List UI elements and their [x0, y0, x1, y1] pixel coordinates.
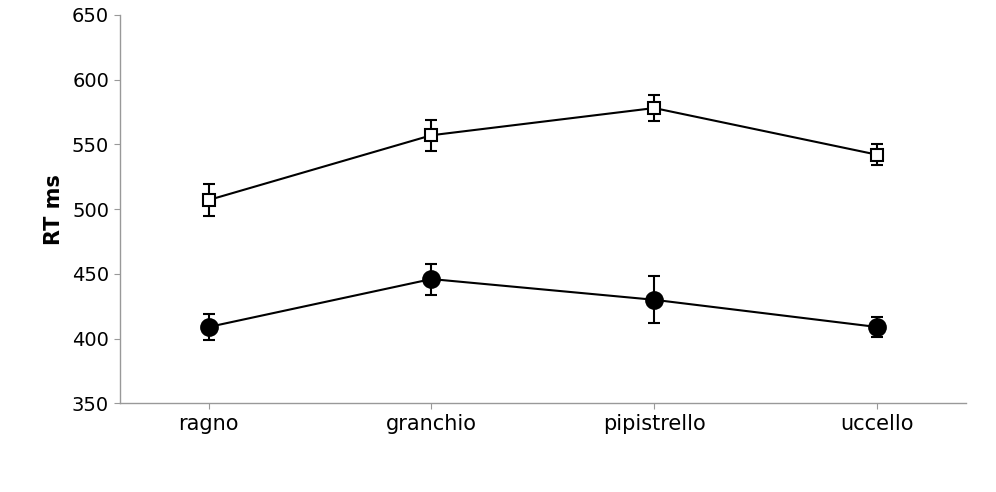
- Y-axis label: RT ms: RT ms: [44, 174, 64, 245]
